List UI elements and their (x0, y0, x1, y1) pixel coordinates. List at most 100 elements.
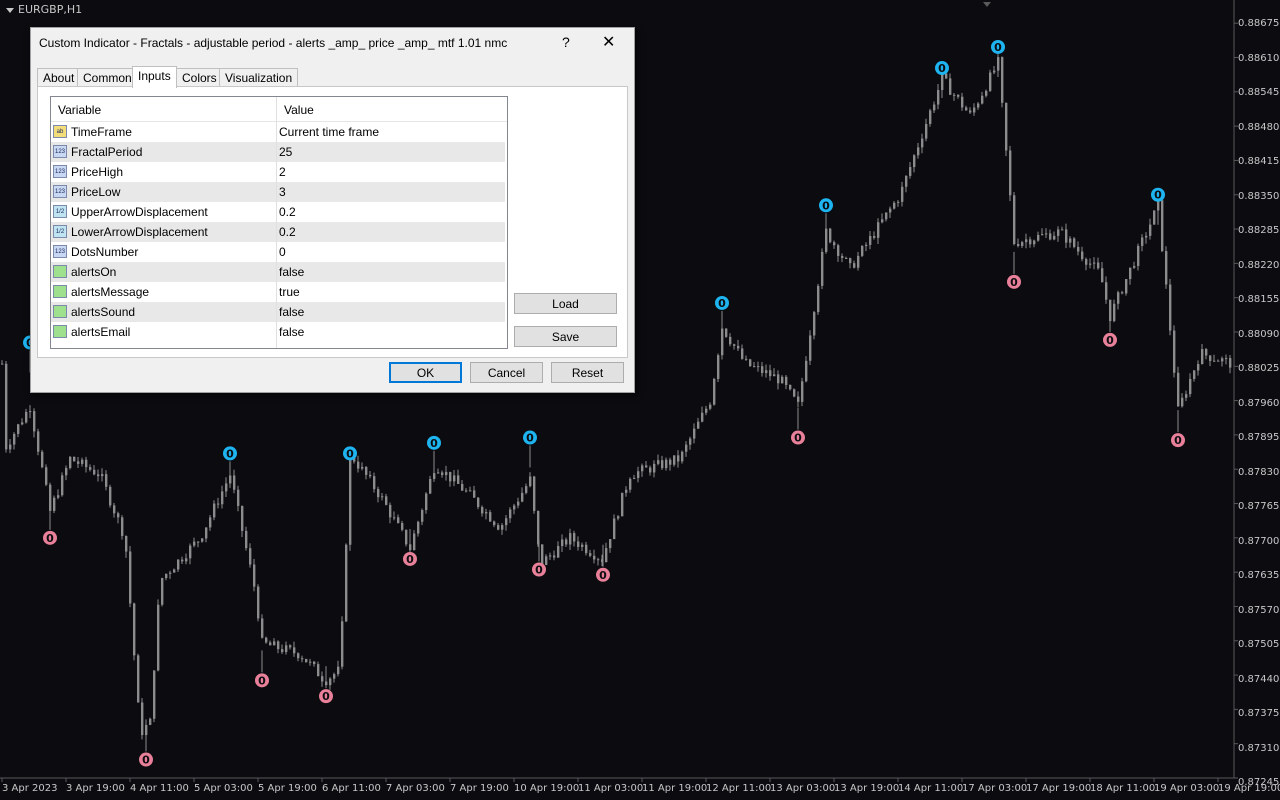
candle-body (321, 676, 324, 682)
fractal-label: 0 (406, 553, 414, 566)
candle-body (485, 512, 488, 514)
candle-body (1169, 284, 1172, 331)
load-button[interactable]: Load (514, 293, 617, 314)
input-value[interactable]: 0 (279, 245, 286, 259)
candle-body (121, 517, 124, 536)
input-row-FractalPeriod[interactable]: 123 FractalPeriod 25 (51, 142, 505, 162)
ok-button[interactable]: OK (389, 362, 462, 383)
candle-body (357, 461, 360, 469)
time-tick-label: 3 Apr 2023 (2, 783, 58, 794)
candle-body (1225, 358, 1228, 360)
column-separator[interactable] (276, 97, 277, 348)
input-value[interactable]: 0.2 (279, 205, 296, 219)
candle-body (885, 212, 888, 220)
candle-body (601, 559, 604, 562)
candle-body (1177, 372, 1180, 407)
fractal-label: 0 (1174, 434, 1182, 447)
input-row-PriceLow[interactable]: 123 PriceLow 3 (51, 182, 505, 202)
tab-about[interactable]: About (37, 68, 81, 87)
input-row-alertsSound[interactable]: alertsSound false (51, 302, 505, 322)
input-value[interactable]: 0.2 (279, 225, 296, 239)
help-button[interactable]: ? (562, 34, 570, 50)
candle-body (105, 474, 108, 487)
candle-body (249, 548, 252, 565)
input-value[interactable]: true (279, 285, 300, 299)
candle-body (1221, 358, 1224, 362)
price-tick-label: 0.88090 (1238, 328, 1280, 340)
close-icon[interactable]: ✕ (602, 34, 616, 51)
param-type-int-icon: 123 (53, 145, 67, 158)
candle-body (845, 257, 848, 259)
candle-body (345, 544, 348, 622)
header-variable[interactable]: Variable (58, 103, 102, 117)
candle-body (233, 475, 236, 490)
cancel-button[interactable]: Cancel (470, 362, 543, 383)
input-value[interactable]: 25 (279, 145, 293, 159)
down-fractal-marker: 0 (139, 752, 153, 767)
candle-body (1073, 238, 1076, 247)
candle-body (661, 460, 664, 469)
candle-body (781, 376, 784, 384)
input-row-alertsEmail[interactable]: alertsEmail false (51, 322, 505, 342)
candle-body (225, 483, 228, 492)
input-variable-name: PriceLow (71, 185, 121, 199)
param-type-bool-icon (53, 325, 67, 338)
input-value[interactable]: 2 (279, 165, 286, 179)
candle-body (93, 469, 96, 475)
input-value[interactable]: Current time frame (279, 125, 380, 139)
tab-common[interactable]: Common (77, 68, 138, 87)
input-value[interactable]: false (279, 305, 305, 319)
candle-body (905, 175, 908, 187)
candle-body (513, 505, 516, 510)
tab-visualization[interactable]: Visualization (219, 68, 299, 87)
custom-indicator-dialog: Custom Indicator - Fractals - adjustable… (30, 27, 635, 393)
save-button[interactable]: Save (514, 326, 617, 347)
candle-body (441, 472, 444, 476)
header-value[interactable]: Value (284, 103, 314, 117)
candle-body (437, 472, 440, 474)
candle-body (861, 246, 864, 256)
fractal-label: 0 (599, 569, 607, 582)
input-value[interactable]: false (279, 265, 305, 279)
candle-body (585, 544, 588, 554)
input-row-UpperArrowDisplacement[interactable]: 1/2 UpperArrowDisplacement 0.2 (51, 202, 505, 222)
input-row-DotsNumber[interactable]: 123 DotsNumber 0 (51, 242, 505, 262)
up-fractal-marker: 0 (523, 430, 537, 445)
candle-body (393, 517, 396, 519)
input-row-PriceHigh[interactable]: 123 PriceHigh 2 (51, 162, 505, 182)
input-row-TimeFrame[interactable]: ab TimeFrame Current time frame (51, 122, 505, 142)
input-value[interactable]: false (279, 325, 305, 339)
candle-body (889, 208, 892, 213)
candle-body (1097, 262, 1100, 269)
param-type-int-icon: 123 (53, 165, 67, 178)
dropdown-triangle-icon[interactable] (6, 7, 14, 13)
candle-body (961, 96, 964, 108)
input-row-alertsOn[interactable]: alertsOn false (51, 262, 505, 282)
candle-body (993, 70, 996, 73)
param-type-bool-icon (53, 265, 67, 278)
tab-inputs[interactable]: Inputs (132, 66, 177, 88)
up-fractal-marker: 0 (991, 39, 1005, 54)
candle-body (517, 501, 520, 506)
candle-body (797, 396, 800, 402)
price-tick-label: 0.88545 (1238, 87, 1280, 98)
candle-body (405, 529, 408, 545)
reset-button[interactable]: Reset (551, 362, 624, 383)
candle-body (445, 471, 448, 476)
input-value[interactable]: 3 (279, 185, 286, 199)
up-fractal-marker: 0 (935, 61, 949, 76)
candle-body (1, 363, 4, 365)
up-fractal-marker: 0 (1151, 187, 1165, 202)
time-tick-label: 7 Apr 03:00 (386, 783, 445, 794)
input-variable-name: alertsEmail (71, 325, 131, 339)
input-row-LowerArrowDisplacement[interactable]: 1/2 LowerArrowDisplacement 0.2 (51, 222, 505, 242)
param-type-bool-icon (53, 285, 67, 298)
time-tick-label: 4 Apr 11:00 (130, 783, 189, 794)
candle-body (989, 72, 992, 91)
tab-colors[interactable]: Colors (176, 68, 223, 87)
candle-body (613, 518, 616, 540)
time-tick-label: 11 Apr 19:00 (642, 783, 708, 794)
candle-body (837, 245, 840, 256)
input-row-alertsMessage[interactable]: alertsMessage true (51, 282, 505, 302)
candle-body (465, 490, 468, 492)
